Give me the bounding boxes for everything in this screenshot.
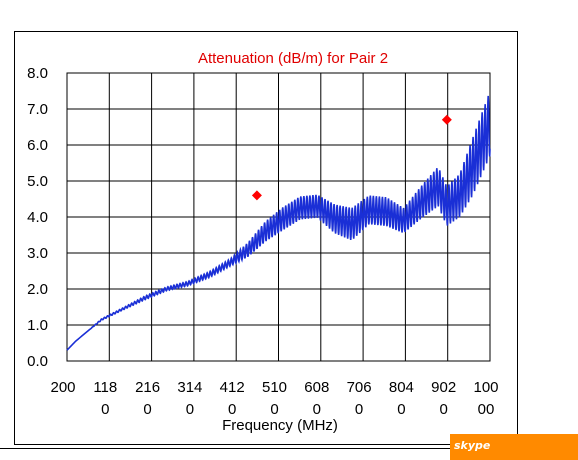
limit-marker — [251, 190, 262, 201]
x-tick-label: 608 — [304, 379, 329, 396]
x-tick-label: 804 — [389, 379, 414, 396]
y-tick-label: 8.0 — [27, 65, 48, 82]
x-tick-label-cont: 0 — [440, 401, 448, 418]
x-tick-label: 118 — [93, 379, 117, 396]
x-tick-label: 510 — [262, 379, 287, 396]
chart-frame — [14, 31, 518, 445]
x-tick-label: 412 — [220, 379, 245, 396]
y-tick-label: 0.0 — [27, 353, 48, 370]
x-tick-label-cont: 0 — [186, 401, 194, 418]
y-tick-label: 5.0 — [27, 173, 48, 190]
attenuation-line — [66, 95, 491, 351]
limit-marker — [441, 114, 452, 125]
x-tick-label: 706 — [347, 379, 372, 396]
x-tick-label: 200 — [50, 379, 75, 396]
chart-title: Attenuation (dB/m) for Pair 2 — [198, 50, 388, 67]
x-axis-label: Frequency (MHz) — [222, 417, 338, 434]
x-tick-label-cont: 0 — [228, 401, 236, 418]
y-tick-label: 6.0 — [27, 137, 48, 154]
x-tick-label: 100 — [473, 379, 498, 396]
y-tick-label: 1.0 — [27, 317, 48, 334]
x-tick-label-cont: 0 — [270, 401, 278, 418]
x-tick-label-cont: 00 — [478, 401, 495, 418]
y-tick-label: 4.0 — [27, 209, 48, 226]
skype-badge: skype — [450, 434, 578, 460]
x-tick-label-cont: 0 — [355, 401, 363, 418]
skype-logo-icon: skype — [454, 439, 491, 452]
y-tick-label: 3.0 — [27, 245, 48, 262]
x-tick-label: 314 — [177, 379, 202, 396]
x-tick-label-cont: 0 — [397, 401, 405, 418]
y-tick-label: 7.0 — [27, 101, 48, 118]
x-tick-label-cont: 0 — [101, 401, 109, 418]
x-tick-label-cont: 0 — [313, 401, 321, 418]
bottom-rule — [0, 448, 450, 449]
x-tick-label-cont: 0 — [143, 401, 151, 418]
x-tick-label: 902 — [431, 379, 456, 396]
y-tick-label: 2.0 — [27, 281, 48, 298]
x-tick-label: 216 — [135, 379, 160, 396]
